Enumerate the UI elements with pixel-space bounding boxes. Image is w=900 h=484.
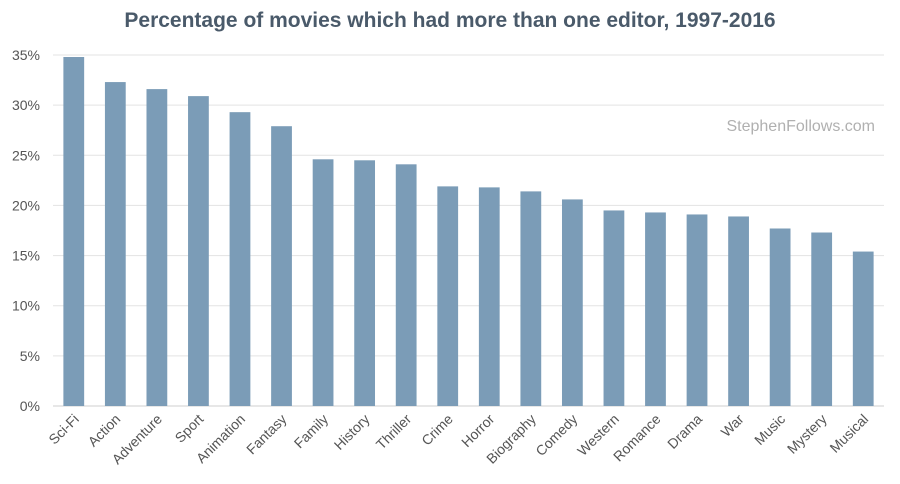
bar-musical bbox=[852, 251, 874, 406]
y-tick-label: 5% bbox=[20, 348, 40, 364]
x-tick-label: Comedy bbox=[532, 411, 580, 459]
x-tick-label: Action bbox=[85, 411, 124, 450]
x-tick-label: Mystery bbox=[784, 411, 830, 457]
chart-title: Percentage of movies which had more than… bbox=[124, 9, 775, 32]
x-tick-label: Crime bbox=[418, 411, 456, 449]
x-tick-label: Horror bbox=[458, 411, 498, 451]
bar-history bbox=[354, 160, 376, 406]
bar-music bbox=[769, 228, 791, 406]
x-tick-label: Music bbox=[751, 411, 788, 448]
y-tick-label: 15% bbox=[12, 248, 40, 264]
bar-crime bbox=[437, 186, 459, 406]
bar-horror bbox=[478, 187, 500, 406]
y-tick-label: 30% bbox=[12, 97, 40, 113]
x-tick-label: Family bbox=[291, 411, 331, 451]
bar-war bbox=[728, 216, 749, 406]
x-tick-label: History bbox=[331, 411, 373, 453]
y-tick-label: 0% bbox=[20, 398, 40, 414]
bar-action bbox=[104, 82, 126, 406]
bar-adventure bbox=[146, 89, 168, 407]
bars bbox=[63, 57, 874, 407]
x-tick-label: War bbox=[718, 411, 747, 440]
grid-lines bbox=[53, 54, 884, 407]
y-tick-label: 35% bbox=[12, 47, 40, 63]
y-tick-label: 10% bbox=[12, 298, 40, 314]
x-tick-label: Thriller bbox=[373, 411, 415, 453]
bar-biography bbox=[520, 191, 542, 406]
watermark-text: StephenFollows.com bbox=[726, 118, 875, 135]
x-tick-label: Drama bbox=[664, 411, 705, 452]
bar-romance bbox=[645, 212, 666, 406]
bar-thriller bbox=[395, 164, 417, 406]
bar-family bbox=[312, 159, 334, 406]
y-tick-label: 25% bbox=[12, 147, 40, 163]
bar-comedy bbox=[561, 199, 583, 406]
x-tick-label: Sci-Fi bbox=[45, 411, 82, 448]
x-tick-label: Sport bbox=[172, 411, 207, 446]
y-axis-ticks: 0% 5% 10% 15% 20% 25% 30% 35% bbox=[12, 47, 40, 414]
bar-animation bbox=[229, 112, 251, 407]
x-tick-label: Musical bbox=[826, 411, 871, 456]
x-tick-label: Fantasy bbox=[243, 411, 290, 458]
bar-western bbox=[603, 210, 625, 406]
bar-sci-fi bbox=[63, 57, 85, 407]
bar-sport bbox=[188, 96, 209, 407]
bar-drama bbox=[686, 214, 708, 406]
y-tick-label: 20% bbox=[12, 197, 40, 213]
bar-mystery bbox=[811, 232, 833, 406]
bar-fantasy bbox=[271, 126, 292, 407]
